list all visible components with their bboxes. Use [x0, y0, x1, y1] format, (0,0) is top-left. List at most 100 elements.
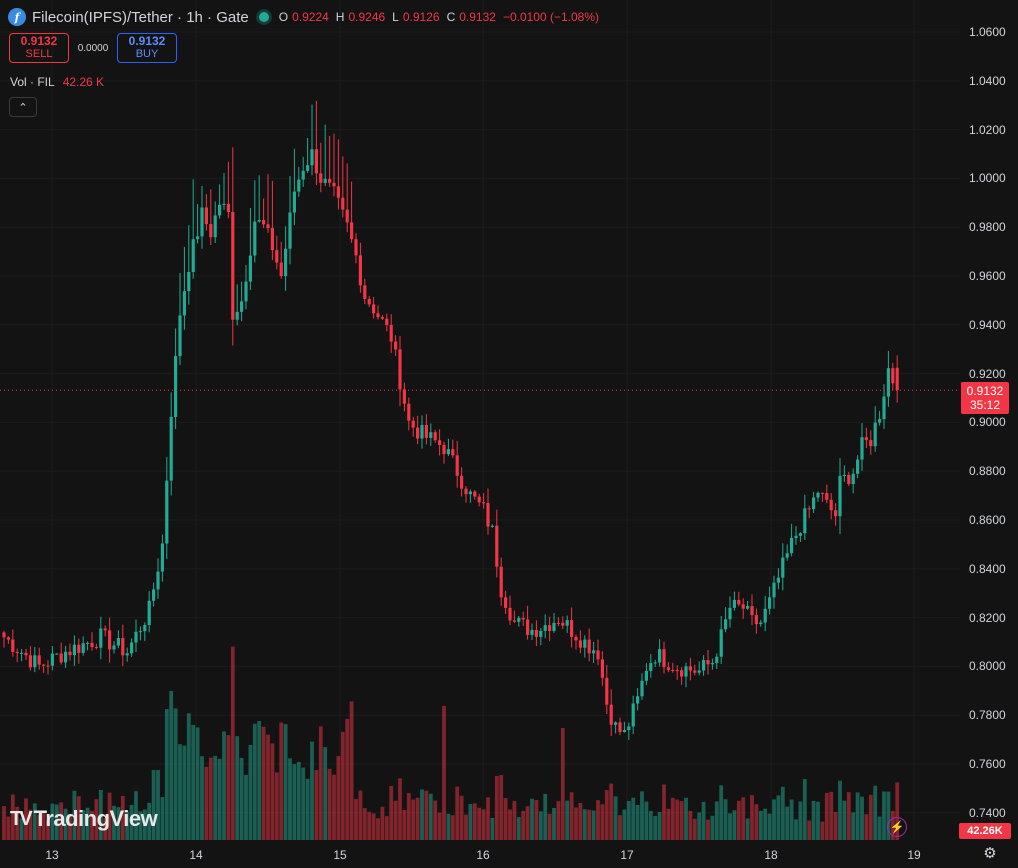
volume-bar [406, 793, 411, 840]
volume-bar [842, 800, 847, 840]
candle-body [46, 665, 50, 667]
volume-bar [411, 799, 416, 840]
price-axis-label: 0.8600 [969, 513, 1006, 527]
candle-body [72, 644, 76, 656]
volume-bar [380, 806, 385, 840]
volume-bar [384, 816, 389, 840]
candle-body [860, 437, 864, 460]
volume-bar [516, 817, 521, 840]
candle-body [574, 636, 578, 641]
high-value: 0.9246 [348, 10, 386, 24]
time-axis-label: 18 [764, 848, 778, 862]
candle-body [363, 285, 367, 299]
volume-bar [508, 809, 512, 840]
volume-bar [147, 802, 152, 840]
candle-body [548, 625, 552, 631]
candle-body [130, 642, 134, 654]
close-value: 0.9132 [459, 10, 496, 24]
time-axis-label: 17 [620, 848, 634, 862]
volume-bar [714, 801, 719, 840]
volume-bar [574, 807, 578, 840]
candle-body [556, 622, 560, 624]
lightning-icon[interactable]: ⚡ [887, 817, 907, 837]
market-open-dot [258, 12, 269, 22]
gear-icon[interactable]: ⚙ [983, 845, 997, 862]
tradingview-wordmark: TradingView [33, 806, 158, 831]
volume-bar [46, 820, 50, 840]
candle-body [715, 656, 719, 664]
candle-body [77, 644, 81, 653]
volume-bar [367, 811, 372, 840]
candle-body [6, 637, 10, 640]
volume-bar [666, 808, 671, 840]
volume-legend[interactable]: Vol · FIL 42.26 K [10, 75, 104, 89]
candle-body [59, 653, 63, 663]
volume-bar [314, 770, 319, 840]
candle-body [253, 221, 257, 256]
price-axis-label: 1.0400 [969, 73, 1006, 88]
candle-body [174, 356, 178, 417]
volume-bar [745, 818, 750, 840]
volume-bar [521, 810, 526, 840]
candle-body [200, 207, 204, 237]
volume-bar [455, 786, 460, 840]
volume-bar [274, 772, 279, 840]
candle-body [367, 298, 371, 305]
volume-bar [28, 809, 33, 840]
price-axis-label: 0.9200 [969, 366, 1006, 381]
candle-body [332, 182, 336, 187]
volume-bar [486, 797, 490, 840]
volume-bar [569, 792, 574, 840]
candle-body [191, 239, 195, 273]
candle-body [160, 543, 164, 572]
candle-body [543, 625, 547, 631]
candle-body [605, 677, 609, 705]
candle-body [385, 318, 389, 326]
candle-body [398, 349, 402, 390]
volume-bar [24, 798, 28, 840]
price-axis-label: 0.9800 [969, 220, 1006, 235]
volume-bar [230, 646, 235, 840]
volume-bar [829, 791, 834, 840]
volume-bar [640, 791, 644, 840]
candle-body [565, 620, 569, 626]
sell-button[interactable]: 0.9132 SELL [9, 33, 69, 63]
time-axis[interactable]: 13 14 15 16 17 18 19 [0, 840, 960, 868]
price-axis-label: 0.9400 [969, 317, 1006, 332]
symbol-title[interactable]: Filecoin(IPFS)/Tether · 1h · Gate [32, 8, 249, 26]
candle-body [539, 630, 543, 637]
volume-bar [76, 796, 81, 840]
price-axis-label: 1.0200 [969, 122, 1006, 137]
candle-body [816, 492, 820, 498]
price-axis-label: 0.8800 [969, 464, 1006, 479]
volume-label: Vol · FIL [10, 75, 55, 89]
buy-button[interactable]: 0.9132 BUY [117, 33, 177, 63]
candle-body [288, 212, 292, 249]
volume-bar [244, 774, 248, 840]
volume-bars [2, 646, 900, 840]
tradingview-logo[interactable]: TV TradingView [10, 806, 158, 832]
close-key: C [446, 10, 456, 24]
price-axis-label: 0.8200 [969, 610, 1006, 625]
volume-bar [332, 774, 336, 840]
high-key: H [335, 10, 345, 24]
volume-bar [882, 791, 886, 840]
volume-bar [525, 806, 530, 840]
candle-body [116, 637, 120, 646]
candle-body [292, 191, 296, 213]
price-axis[interactable]: 1.0600 1.0400 1.0200 1.0000 0.9800 0.9600 0.94… [960, 0, 1018, 840]
volume-bar [754, 804, 759, 840]
time-axis-label: 13 [45, 848, 59, 862]
candle-body [442, 444, 446, 455]
candle-body [372, 304, 376, 314]
candle-body [28, 655, 32, 668]
candle-body [37, 655, 41, 665]
volume-bar [789, 799, 794, 840]
volume-bar [336, 756, 341, 840]
volume-bar [19, 818, 24, 840]
volume-bar [596, 800, 600, 840]
collapse-legend-button[interactable]: ⌃ [9, 97, 37, 117]
price-axis-label: 0.8400 [969, 561, 1006, 576]
candle-body [759, 622, 763, 625]
